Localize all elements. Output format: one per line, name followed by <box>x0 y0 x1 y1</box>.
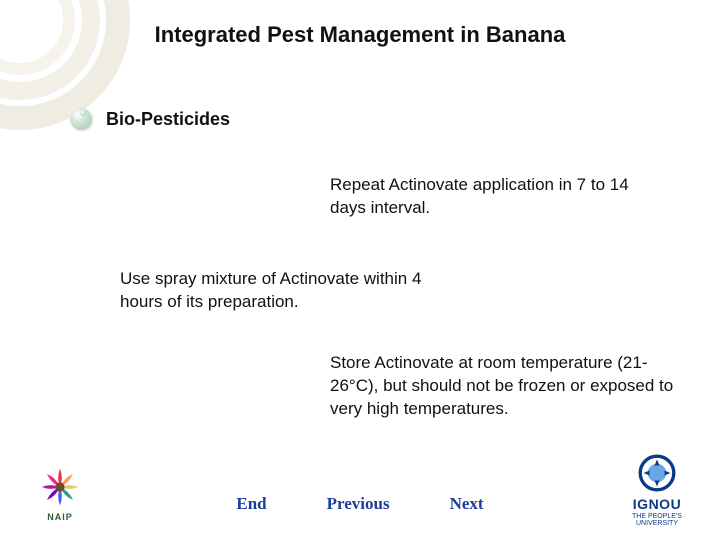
paragraph-2: Use spray mixture of Actinovate within 4… <box>120 268 430 314</box>
bullet-icon <box>70 108 92 130</box>
paragraph-1: Repeat Actinovate application in 7 to 14… <box>330 174 630 220</box>
ignou-brand: IGNOU <box>612 496 702 512</box>
nav-previous-link[interactable]: Previous <box>327 494 390 514</box>
ignou-mark-icon <box>636 452 678 494</box>
nav-next-link[interactable]: Next <box>450 494 484 514</box>
subheading-row: Bio-Pesticides <box>70 108 230 130</box>
naip-logo: NAIP <box>30 464 90 522</box>
slide-title: Integrated Pest Management in Banana <box>0 22 720 48</box>
slide: Integrated Pest Management in Banana Bio… <box>0 0 720 540</box>
subheading: Bio-Pesticides <box>106 109 230 130</box>
naip-caption: NAIP <box>30 512 90 522</box>
ignou-tagline: THE PEOPLE'S UNIVERSITY <box>612 513 702 528</box>
ignou-logo: IGNOU THE PEOPLE'S UNIVERSITY <box>612 452 702 528</box>
nav-end-link[interactable]: End <box>236 494 266 514</box>
paragraph-3: Store Actinovate at room temperature (21… <box>330 352 690 421</box>
star-flower-icon <box>37 464 83 510</box>
